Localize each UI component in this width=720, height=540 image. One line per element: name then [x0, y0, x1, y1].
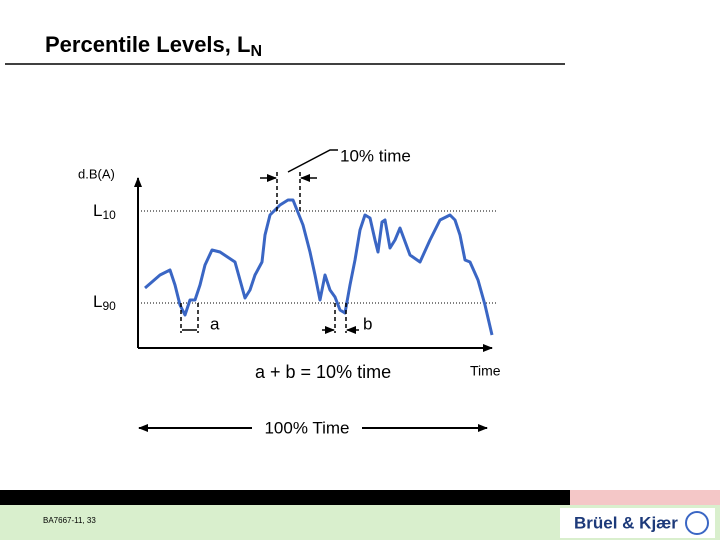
- equation: a + b = 10% time: [255, 362, 391, 382]
- noise-curve: [144, 198, 494, 336]
- x-axis-label: Time: [470, 363, 501, 379]
- footer-code: BA7667-11, 33: [43, 516, 96, 525]
- top-interval-marker: [260, 149, 338, 211]
- y-axis-label: d.B(A): [78, 166, 115, 181]
- top-interval-label: 10% time: [340, 146, 411, 165]
- l10-label: L10: [93, 201, 116, 222]
- span-label: 100% Time: [264, 418, 349, 437]
- a-interval-marker: [180, 303, 199, 333]
- b-interval-marker: [322, 303, 359, 334]
- footer-accent: [570, 490, 720, 505]
- b-label: b: [363, 314, 372, 333]
- slide-title: Percentile Levels, LN: [45, 32, 262, 60]
- a-label: a: [210, 314, 220, 333]
- l90-label: L90: [93, 292, 116, 313]
- footer-bar: [0, 490, 570, 505]
- logo-text: Brüel & Kjær: [574, 513, 678, 532]
- logo-globe: [685, 511, 709, 535]
- logo-box: [560, 508, 715, 538]
